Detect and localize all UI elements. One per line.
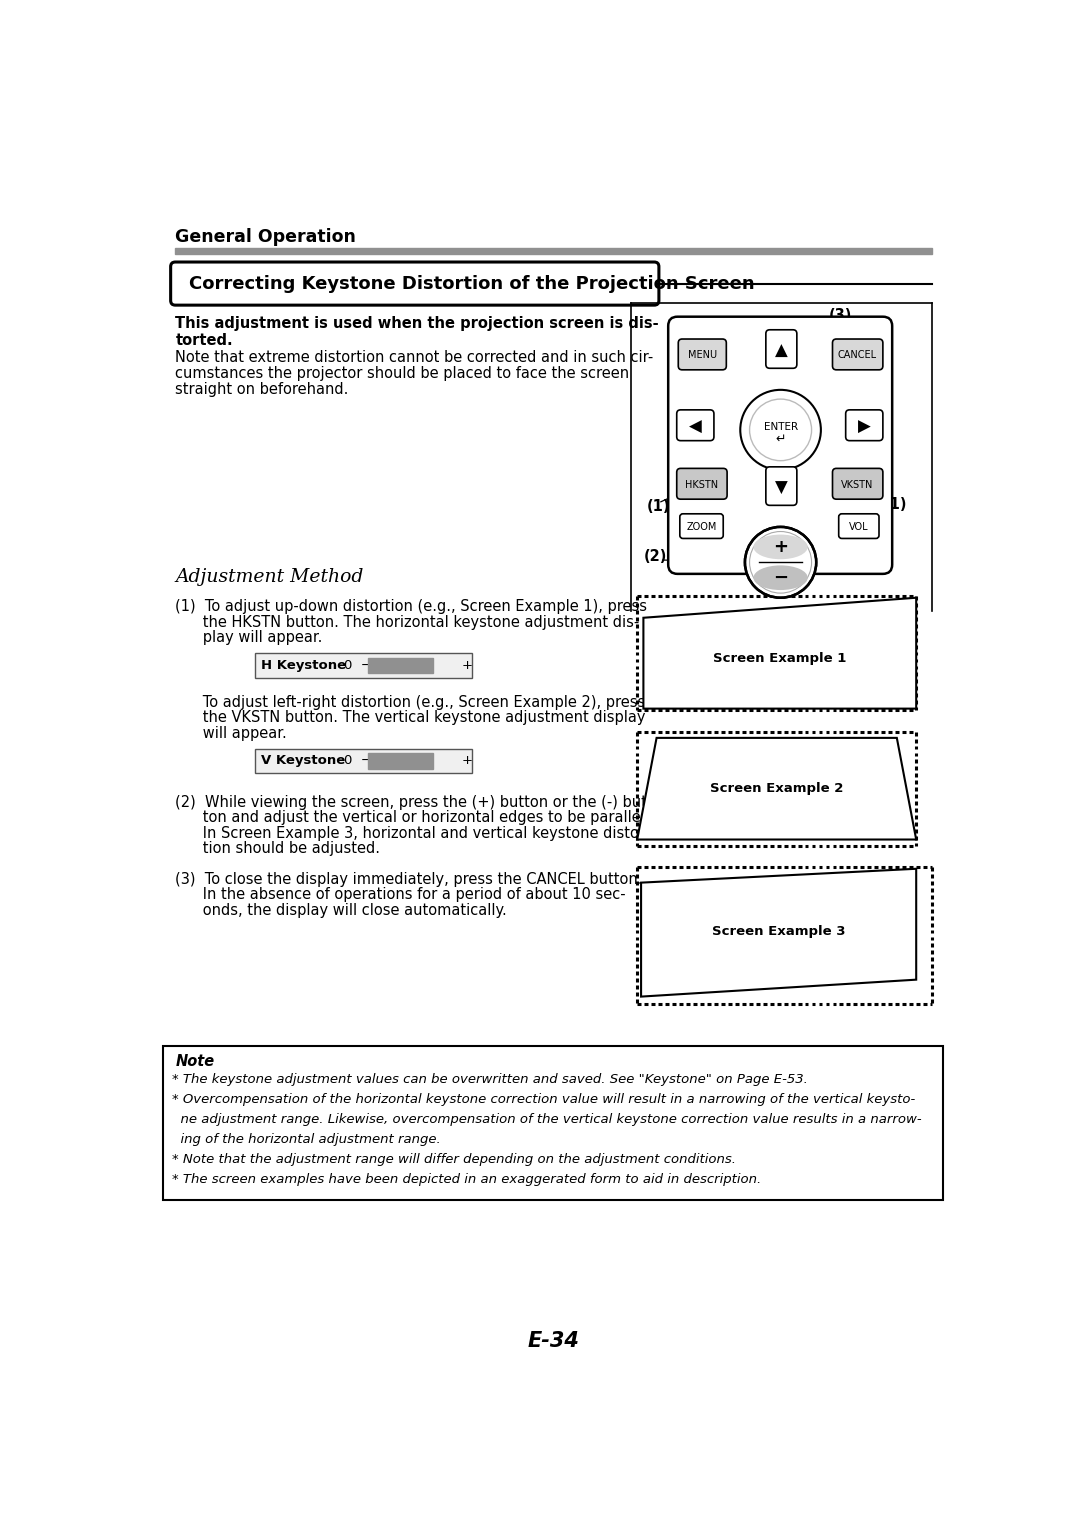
Text: +: + bbox=[773, 538, 788, 557]
Text: Note that extreme distortion cannot be corrected and in such cir-: Note that extreme distortion cannot be c… bbox=[175, 350, 653, 365]
Text: CANCEL: CANCEL bbox=[838, 350, 877, 361]
Polygon shape bbox=[644, 598, 916, 708]
Text: 0  −: 0 − bbox=[345, 754, 373, 768]
Text: ton and adjust the vertical or horizontal edges to be parallel.: ton and adjust the vertical or horizonta… bbox=[175, 810, 650, 826]
Text: +: + bbox=[462, 659, 473, 673]
Text: +: + bbox=[462, 754, 473, 768]
Polygon shape bbox=[642, 868, 916, 997]
FancyBboxPatch shape bbox=[255, 653, 472, 677]
Text: V Keystone: V Keystone bbox=[261, 754, 346, 768]
Text: 0  −: 0 − bbox=[345, 659, 373, 673]
Text: tion should be adjusted.: tion should be adjusted. bbox=[175, 841, 380, 856]
Text: torted.: torted. bbox=[175, 333, 233, 349]
Text: VOL: VOL bbox=[849, 521, 868, 532]
Text: will appear.: will appear. bbox=[175, 726, 287, 740]
Text: Screen Example 3: Screen Example 3 bbox=[712, 925, 846, 939]
Text: Correcting Keystone Distortion of the Projection Screen: Correcting Keystone Distortion of the Pr… bbox=[189, 275, 755, 292]
Text: MENU: MENU bbox=[688, 350, 717, 361]
Text: (1): (1) bbox=[647, 498, 670, 514]
Text: ne adjustment range. Likewise, overcompensation of the vertical keystone correct: ne adjustment range. Likewise, overcompe… bbox=[172, 1113, 922, 1125]
Text: cumstances the projector should be placed to face the screen: cumstances the projector should be place… bbox=[175, 365, 630, 381]
Text: HKSTN: HKSTN bbox=[685, 480, 718, 489]
Text: (2): (2) bbox=[644, 549, 666, 564]
Circle shape bbox=[740, 390, 821, 469]
FancyBboxPatch shape bbox=[163, 1046, 943, 1200]
FancyBboxPatch shape bbox=[839, 514, 879, 538]
Text: ing of the horizontal adjustment range.: ing of the horizontal adjustment range. bbox=[172, 1133, 441, 1145]
Text: play will appear.: play will appear. bbox=[175, 630, 323, 645]
Text: Note: Note bbox=[175, 1053, 215, 1069]
Bar bbox=[175, 248, 932, 254]
FancyBboxPatch shape bbox=[255, 749, 472, 774]
Text: E-34: E-34 bbox=[527, 1330, 580, 1350]
FancyBboxPatch shape bbox=[766, 330, 797, 368]
FancyBboxPatch shape bbox=[833, 339, 882, 370]
Text: In the absence of operations for a period of about 10 sec-: In the absence of operations for a perio… bbox=[175, 887, 626, 902]
Text: (3): (3) bbox=[828, 309, 852, 323]
Circle shape bbox=[750, 532, 811, 593]
Bar bbox=[367, 754, 433, 769]
Text: onds, the display will close automatically.: onds, the display will close automatical… bbox=[175, 902, 507, 917]
Text: straight on beforehand.: straight on beforehand. bbox=[175, 382, 349, 398]
Text: H Keystone: H Keystone bbox=[261, 659, 347, 673]
FancyBboxPatch shape bbox=[677, 468, 727, 498]
Ellipse shape bbox=[754, 566, 808, 590]
Text: In Screen Example 3, horizontal and vertical keystone distor-: In Screen Example 3, horizontal and vert… bbox=[175, 826, 650, 841]
Text: * The screen examples have been depicted in an exaggerated form to aid in descri: * The screen examples have been depicted… bbox=[172, 1173, 761, 1187]
Text: Screen Example 2: Screen Example 2 bbox=[710, 783, 843, 795]
Text: ↵: ↵ bbox=[775, 433, 786, 445]
Text: General Operation: General Operation bbox=[175, 228, 356, 246]
FancyBboxPatch shape bbox=[677, 410, 714, 440]
FancyBboxPatch shape bbox=[669, 317, 892, 573]
Circle shape bbox=[750, 399, 811, 460]
Text: the HKSTN button. The horizontal keystone adjustment dis-: the HKSTN button. The horizontal keyston… bbox=[175, 615, 639, 630]
Text: (1): (1) bbox=[883, 497, 907, 512]
FancyBboxPatch shape bbox=[833, 468, 882, 498]
Text: ZOOM: ZOOM bbox=[686, 521, 717, 532]
Text: (1)  To adjust up-down distortion (e.g., Screen Example 1), press: (1) To adjust up-down distortion (e.g., … bbox=[175, 599, 647, 615]
FancyBboxPatch shape bbox=[679, 514, 724, 538]
FancyBboxPatch shape bbox=[171, 261, 659, 306]
Ellipse shape bbox=[754, 535, 808, 560]
Text: Adjustment Method: Adjustment Method bbox=[175, 569, 364, 587]
Text: * Note that the adjustment range will differ depending on the adjustment conditi: * Note that the adjustment range will di… bbox=[172, 1153, 737, 1167]
Text: ▼: ▼ bbox=[775, 479, 787, 497]
Text: ◀: ◀ bbox=[689, 417, 702, 436]
Text: This adjustment is used when the projection screen is dis-: This adjustment is used when the project… bbox=[175, 317, 659, 330]
Text: (2)  While viewing the screen, press the (+) button or the (-) but-: (2) While viewing the screen, press the … bbox=[175, 795, 652, 810]
Text: ▲: ▲ bbox=[775, 341, 787, 359]
Text: ENTER: ENTER bbox=[764, 422, 798, 431]
Text: * The keystone adjustment values can be overwritten and saved. See "Keystone" on: * The keystone adjustment values can be … bbox=[172, 1073, 808, 1086]
Text: Screen Example 1: Screen Example 1 bbox=[713, 651, 847, 665]
Polygon shape bbox=[637, 739, 916, 839]
FancyBboxPatch shape bbox=[766, 466, 797, 506]
Circle shape bbox=[745, 528, 816, 598]
Text: VKSTN: VKSTN bbox=[841, 480, 874, 489]
Text: To adjust left-right distortion (e.g., Screen Example 2), press: To adjust left-right distortion (e.g., S… bbox=[175, 694, 646, 709]
FancyBboxPatch shape bbox=[678, 339, 727, 370]
Text: * Overcompensation of the horizontal keystone correction value will result in a : * Overcompensation of the horizontal key… bbox=[172, 1093, 916, 1105]
Text: −: − bbox=[773, 569, 788, 587]
Text: (3)  To close the display immediately, press the CANCEL button.: (3) To close the display immediately, pr… bbox=[175, 872, 643, 887]
FancyBboxPatch shape bbox=[846, 410, 882, 440]
Text: the VKSTN button. The vertical keystone adjustment display: the VKSTN button. The vertical keystone … bbox=[175, 709, 646, 725]
Text: ▶: ▶ bbox=[858, 417, 870, 436]
Bar bbox=[367, 657, 433, 673]
